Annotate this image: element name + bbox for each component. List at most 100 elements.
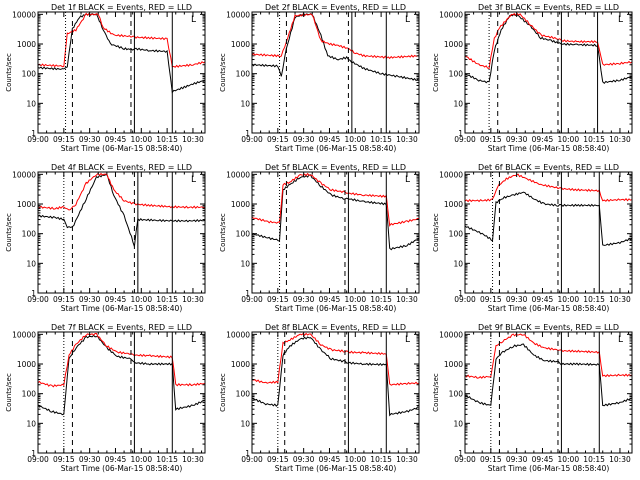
x-tick-label: 09:15 — [53, 295, 75, 304]
x-tick-label: 09:30 — [506, 135, 528, 144]
panel-title: Det 6f BLACK = Events, RED = LLD — [478, 163, 619, 172]
y-tick-label: 100 — [236, 70, 251, 79]
x-axis-label: Start Time (06-Mar-15 08:58:40) — [61, 144, 183, 153]
y-tick-label: 1 — [245, 289, 250, 298]
y-tick-label: 10000 — [12, 170, 36, 179]
series-events-line — [251, 12, 420, 82]
panel-1: L 1 10 100 1000 10000 09:00 09:15 09:30 09:45 10:0… — [5, 3, 206, 153]
panel-title: Det 1f BLACK = Events, RED = LLD — [51, 3, 192, 12]
panel-marker-label: L — [618, 335, 623, 345]
panel-marker-label: L — [191, 175, 196, 185]
x-tick-label: 10:30 — [396, 135, 418, 144]
y-tick-label: 1000 — [444, 40, 463, 49]
x-tick-label: 09:15 — [53, 135, 75, 144]
y-tick-label: 1 — [245, 449, 250, 458]
x-tick-label: 10:15 — [370, 135, 392, 144]
plot-frame — [464, 11, 633, 134]
x-tick-label: 10:15 — [583, 295, 605, 304]
panel-title: Det 4f BLACK = Events, RED = LLD — [51, 163, 192, 172]
plot-frame — [37, 11, 206, 134]
series-lld-line — [464, 333, 633, 379]
y-tick-label: 100 — [449, 230, 464, 239]
x-tick-label: 10:15 — [156, 295, 178, 304]
y-tick-label: 10 — [240, 259, 250, 268]
x-tick-label: 09:00 — [454, 295, 476, 304]
series-lld-line — [251, 172, 420, 227]
panel-title: Det 9f BLACK = Events, RED = LLD — [478, 323, 619, 332]
y-axis-label: Counts/sec — [432, 213, 440, 252]
y-tick-label: 10000 — [226, 10, 250, 19]
panel-title: Det 3f BLACK = Events, RED = LLD — [478, 3, 619, 12]
x-tick-label: 09:15 — [267, 455, 289, 464]
y-axis-label: Counts/sec — [219, 213, 227, 252]
y-axis-label: Counts/sec — [432, 53, 440, 92]
x-tick-label: 09:45 — [532, 135, 554, 144]
x-tick-label: 10:30 — [609, 455, 631, 464]
plot-frame — [37, 171, 206, 294]
x-tick-label: 10:00 — [557, 135, 579, 144]
y-tick-label: 1 — [458, 289, 463, 298]
y-tick-label: 10000 — [12, 330, 36, 339]
x-axis-label: Start Time (06-Mar-15 08:58:40) — [61, 464, 183, 473]
y-tick-label: 100 — [449, 70, 464, 79]
x-tick-label: 10:00 — [130, 295, 152, 304]
panel-9: L 1 10 100 1000 10000 09:00 09:15 09:30 09:45 10:0… — [432, 323, 633, 473]
x-tick-label: 10:30 — [182, 135, 204, 144]
x-tick-label: 10:15 — [156, 455, 178, 464]
panel-7: L 1 10 100 1000 10000 09:00 09:15 09:30 09:45 10:0… — [5, 323, 206, 473]
y-tick-label: 1000 — [231, 40, 250, 49]
panel-8: L 1 10 100 1000 10000 09:00 09:15 09:30 09:45 10:0… — [219, 323, 420, 473]
x-tick-label: 10:00 — [557, 295, 579, 304]
x-tick-label: 09:00 — [454, 455, 476, 464]
y-axis-label: Counts/sec — [5, 213, 13, 252]
y-tick-label: 10 — [26, 259, 36, 268]
series-events-line — [464, 191, 633, 246]
series-lld-line — [251, 13, 420, 60]
x-tick-label: 09:00 — [27, 455, 49, 464]
x-axis-label: Start Time (06-Mar-15 08:58:40) — [275, 144, 397, 153]
x-axis-label: Start Time (06-Mar-15 08:58:40) — [488, 464, 610, 473]
x-axis-label: Start Time (06-Mar-15 08:58:40) — [488, 304, 610, 313]
x-tick-label: 10:00 — [344, 295, 366, 304]
x-axis-label: Start Time (06-Mar-15 08:58:40) — [61, 304, 183, 313]
x-tick-label: 10:15 — [370, 455, 392, 464]
series-lld-line — [464, 12, 633, 70]
panel-marker-label: L — [618, 15, 623, 25]
panel-marker-label: L — [405, 15, 410, 25]
y-tick-label: 10000 — [439, 10, 463, 19]
x-tick-label: 10:00 — [130, 455, 152, 464]
plot-frame — [251, 331, 420, 454]
panel-4: L 1 10 100 1000 10000 09:00 09:15 09:30 09:45 10:0… — [5, 163, 206, 313]
x-tick-label: 10:15 — [583, 135, 605, 144]
x-tick-label: 10:30 — [609, 295, 631, 304]
x-axis-label: Start Time (06-Mar-15 08:58:40) — [275, 464, 397, 473]
panel-marker-label: L — [618, 175, 623, 185]
panel-marker-label: L — [405, 175, 410, 185]
x-tick-label: 10:30 — [396, 455, 418, 464]
x-tick-label: 10:15 — [156, 135, 178, 144]
panel-title: Det 8f BLACK = Events, RED = LLD — [265, 323, 406, 332]
panel-marker-label: L — [405, 335, 410, 345]
x-tick-label: 09:30 — [293, 455, 315, 464]
y-tick-label: 10 — [453, 259, 463, 268]
x-tick-label: 09:15 — [480, 455, 502, 464]
y-tick-label: 1000 — [17, 40, 36, 49]
y-tick-label: 1000 — [444, 200, 463, 209]
panel-2: L 1 10 100 1000 10000 09:00 09:15 09:30 09:45 10:0… — [219, 3, 420, 153]
panel-title: Det 2f BLACK = Events, RED = LLD — [265, 3, 406, 12]
panel-6: L 1 10 100 1000 10000 09:00 09:15 09:30 09:45 10:0… — [432, 163, 633, 313]
x-tick-label: 09:45 — [319, 455, 341, 464]
y-tick-label: 10000 — [439, 330, 463, 339]
series-events-line — [37, 334, 206, 416]
plot-frame — [464, 171, 633, 294]
panel-marker-label: L — [191, 15, 196, 25]
x-tick-label: 09:45 — [532, 295, 554, 304]
x-tick-label: 09:45 — [105, 455, 127, 464]
x-tick-label: 09:30 — [79, 455, 101, 464]
panel-title: Det 7f BLACK = Events, RED = LLD — [51, 323, 192, 332]
x-tick-label: 09:15 — [480, 135, 502, 144]
plot-frame — [464, 331, 633, 454]
y-tick-label: 1000 — [17, 200, 36, 209]
y-tick-label: 100 — [22, 390, 37, 399]
series-lld-line — [464, 173, 633, 203]
